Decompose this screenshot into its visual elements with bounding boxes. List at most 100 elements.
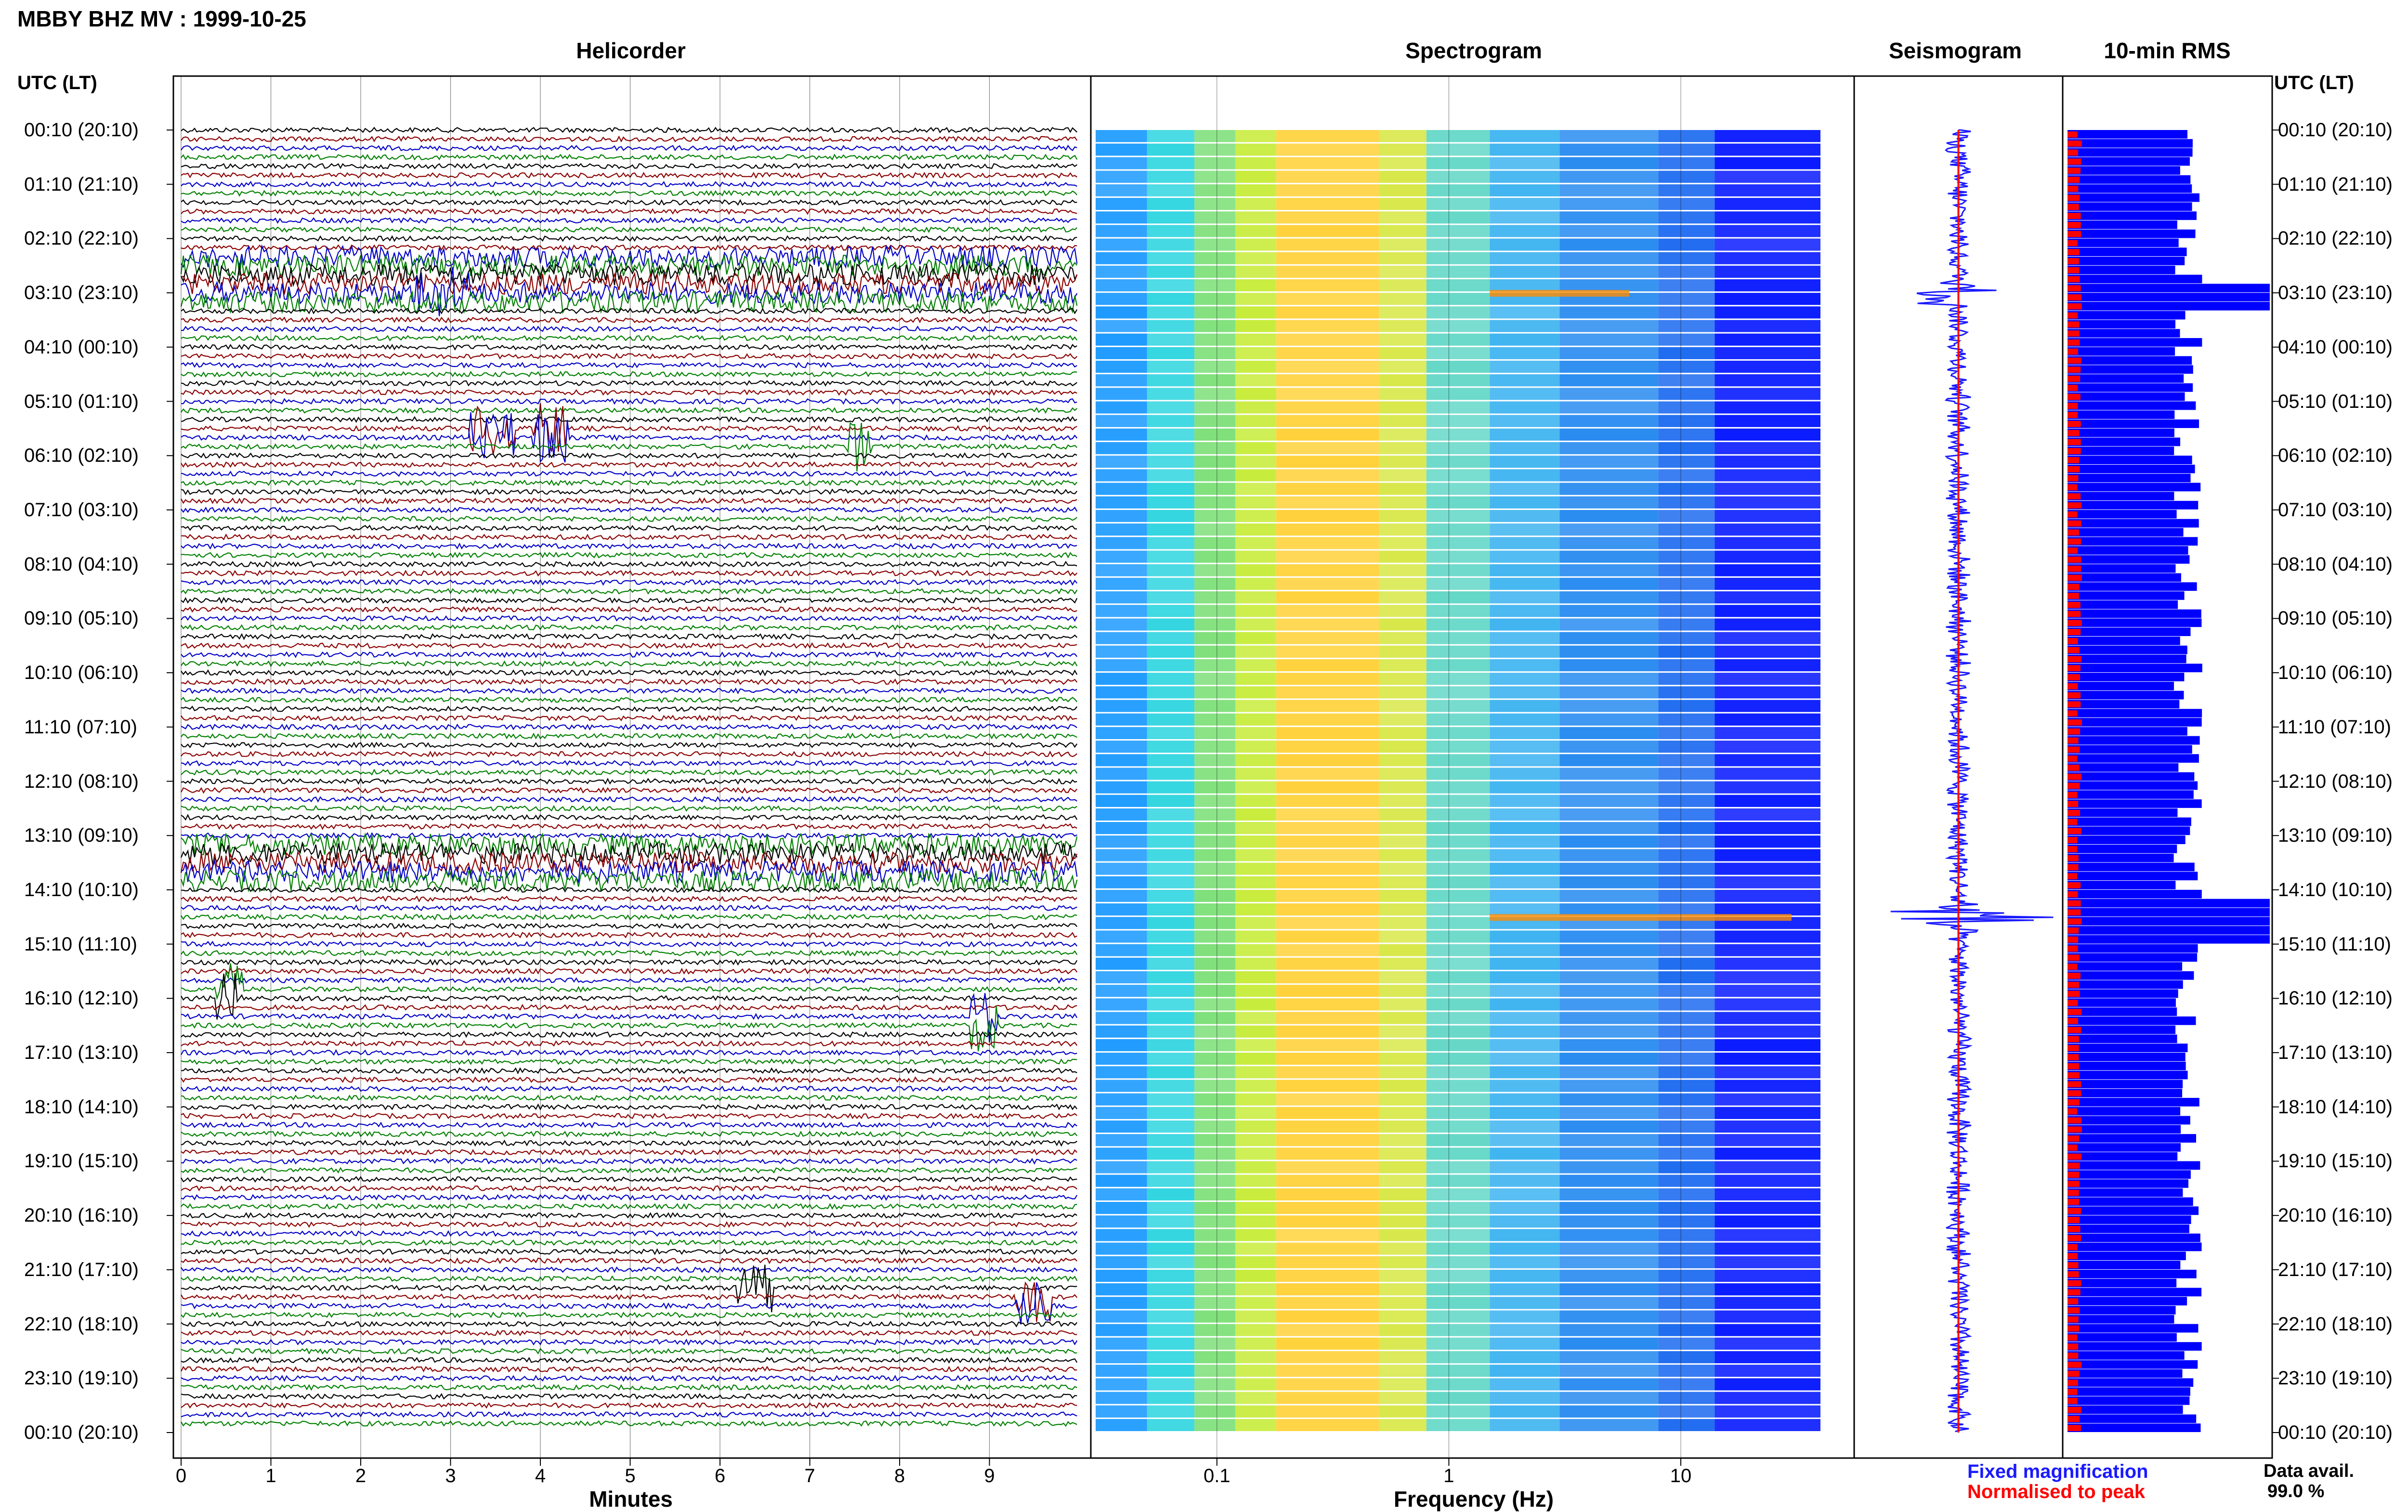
spectrogram-cell <box>1379 1201 1426 1214</box>
spectrogram-cell <box>1096 781 1147 794</box>
helicorder-trace <box>181 1411 1077 1418</box>
rms-bar <box>2068 1061 2186 1070</box>
spectrogram-cell <box>1276 238 1379 251</box>
spectrogram-cell <box>1276 401 1379 414</box>
spectrogram-cell <box>1559 564 1659 576</box>
spectrogram-cell <box>1096 537 1147 549</box>
spectrogram-cell <box>1658 1324 1715 1336</box>
spectrogram-cell <box>1147 1134 1195 1147</box>
spectrogram-cell <box>1559 1161 1659 1173</box>
spectrogram-cell <box>1147 971 1195 984</box>
spectrogram-cell <box>1379 876 1426 888</box>
rms-bar <box>2068 1342 2202 1351</box>
time-label-right: 16:10 (12:10) <box>2278 988 2393 1009</box>
rms-bar <box>2068 582 2197 591</box>
helicorder-trace <box>181 1212 1077 1219</box>
spectrogram-cell <box>1559 713 1659 726</box>
spectrogram-cell <box>1147 550 1195 563</box>
rms-bar <box>2068 301 2270 311</box>
spectrogram-cell <box>1096 1324 1147 1336</box>
spectrogram-cell <box>1096 998 1147 1011</box>
spectrogram-cell <box>1379 917 1426 929</box>
spectrogram-cell <box>1194 822 1235 834</box>
rms-bar-normalised <box>2068 611 2081 617</box>
helicorder-trace <box>181 750 1078 758</box>
rms-bar-normalised <box>2068 384 2078 391</box>
rms-bar-normalised <box>2068 421 2081 427</box>
rms-bar-normalised <box>2068 954 2080 961</box>
spectrogram-cell <box>1714 279 1820 292</box>
rms-bar-normalised <box>2068 1253 2078 1260</box>
spectrogram-cell <box>1379 197 1426 210</box>
spectrogram-cell <box>1490 985 1560 997</box>
spectrogram-cell <box>1147 686 1195 699</box>
spectrogram-cell <box>1147 781 1195 794</box>
spectrogram-cell <box>1194 347 1235 360</box>
rms-bar-normalised <box>2068 1027 2081 1033</box>
spectrogram-cell <box>1194 781 1235 794</box>
spectrogram-cell <box>1658 1256 1715 1268</box>
spectrogram-cell <box>1379 564 1426 576</box>
rms-bar-normalised <box>2068 258 2079 264</box>
helicorder-trace <box>181 823 1077 830</box>
spectrogram-cell <box>1714 808 1820 821</box>
spectrogram-cell <box>1426 1242 1490 1255</box>
spectrogram-cell <box>1490 1242 1560 1255</box>
spectrogram-cell <box>1096 1256 1147 1268</box>
spectrogram-cell <box>1235 673 1276 685</box>
spectrogram-cell <box>1276 998 1379 1011</box>
spectrogram-cell <box>1559 985 1659 997</box>
spectrogram-cell <box>1559 1297 1659 1309</box>
spectrogram-cell <box>1490 605 1560 617</box>
helicorder-trace <box>180 253 1078 278</box>
spectrogram-cell <box>1147 428 1195 441</box>
rms-bar-normalised <box>2068 719 2082 726</box>
rms-bar <box>2068 148 2193 157</box>
helicorder-trace <box>181 542 1077 550</box>
spectrogram-cell <box>1235 482 1276 495</box>
rms-bar <box>2068 175 2191 184</box>
spectrogram-cell <box>1490 1269 1560 1282</box>
spectrogram-cell <box>1379 1080 1426 1092</box>
spectrogram-cell <box>1235 1229 1276 1241</box>
time-label-right: 06:10 (02:10) <box>2278 445 2393 467</box>
helicorder-trace <box>180 868 1078 893</box>
spectrogram-cell <box>1147 1229 1195 1241</box>
helicorder-trace <box>181 1139 1077 1147</box>
spectrogram-cell <box>1096 550 1147 563</box>
rms-bar-normalised <box>2068 312 2078 319</box>
spectrogram-cell <box>1714 428 1820 441</box>
spectrogram-cell <box>1714 265 1820 278</box>
spectrogram-cell <box>1147 374 1195 387</box>
spectrogram-cell <box>1658 1161 1715 1173</box>
spectrogram-cell <box>1490 388 1560 400</box>
rms-bar-normalised <box>2068 1298 2079 1305</box>
rms-bar-normalised <box>2068 1271 2079 1277</box>
rms-bar <box>2068 274 2202 284</box>
spectrogram-cell <box>1658 1405 1715 1418</box>
spectrogram-cell <box>1096 306 1147 319</box>
rms-bar-normalised <box>2068 846 2078 852</box>
spectrogram-cell <box>1194 577 1235 590</box>
spectrogram-cell <box>1276 1215 1379 1228</box>
spectrogram-cell <box>1714 143 1820 156</box>
helicorder-trace <box>181 950 1078 957</box>
spectrogram-cell <box>1490 197 1560 210</box>
spectrogram-cell <box>1490 1229 1560 1241</box>
spectrogram-cell <box>1235 550 1276 563</box>
spectrogram-cell <box>1379 795 1426 807</box>
rms-bar <box>2068 872 2198 881</box>
spectrogram-cell <box>1714 1229 1820 1241</box>
spectrogram-cell <box>1147 808 1195 821</box>
rms-bar-normalised <box>2068 593 2079 599</box>
spectrogram-cell <box>1147 1405 1195 1418</box>
spectrogram-cell <box>1235 577 1276 590</box>
spectrogram-cell <box>1235 1025 1276 1038</box>
helicorder-trace <box>181 533 1077 541</box>
rms-bar <box>2068 1396 2190 1405</box>
spectrogram-cell <box>1559 1039 1659 1052</box>
spectrogram-cell <box>1276 781 1379 794</box>
rms-bar <box>2068 1161 2200 1170</box>
spectrogram-cell <box>1194 1120 1235 1133</box>
